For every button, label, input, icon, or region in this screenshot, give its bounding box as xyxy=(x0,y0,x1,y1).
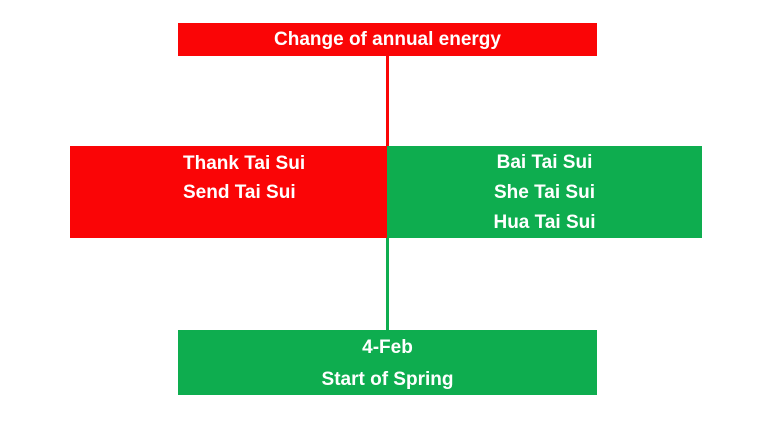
start-of-spring-box: 4-Feb Start of Spring xyxy=(178,330,597,395)
thank-tai-sui-label: Thank Tai Sui xyxy=(183,153,306,174)
thank-send-tai-sui-box: Thank Tai Sui Send Tai Sui xyxy=(70,146,387,238)
connector-line-bottom xyxy=(386,238,389,330)
send-tai-sui-label: Send Tai Sui xyxy=(183,182,296,203)
change-of-annual-energy-box: Change of annual energy xyxy=(178,23,597,56)
date-label: 4-Feb xyxy=(362,337,413,358)
hua-tai-sui-label: Hua Tai Sui xyxy=(493,212,596,233)
connector-line-top xyxy=(386,56,389,146)
bai-she-hua-tai-sui-box: Bai Tai Sui She Tai Sui Hua Tai Sui xyxy=(387,146,702,238)
change-of-annual-energy-label: Change of annual energy xyxy=(274,29,501,50)
she-tai-sui-label: She Tai Sui xyxy=(493,182,595,203)
start-of-spring-label: Start of Spring xyxy=(321,369,454,390)
bai-tai-sui-label: Bai Tai Sui xyxy=(496,152,593,173)
